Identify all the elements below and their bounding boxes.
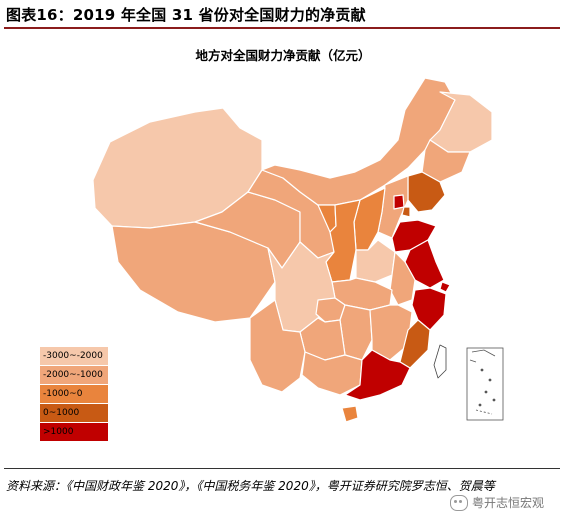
province-jilin [421, 139, 471, 183]
legend-item: -1000~0 [40, 385, 108, 404]
source-note: 资料来源：《中国财政年鉴 2020》，《中国税务年鉴 2020》，粤开证券研究院… [6, 479, 495, 493]
province-hainan [341, 405, 359, 423]
province-guangdong [344, 349, 411, 401]
province-zhejiang [411, 287, 447, 331]
province-shanghai [439, 281, 451, 293]
legend-item: -2000~-1000 [40, 366, 108, 385]
figure-title: 图表16：2019 年全国 31 省份对全国财力的净贡献 [6, 6, 366, 24]
source-rule [4, 468, 560, 469]
wechat-icon [450, 494, 468, 511]
province-taiwan [433, 344, 447, 379]
province-guangxi [301, 351, 363, 396]
province-tibet [111, 221, 276, 323]
province-liaoning [407, 171, 446, 213]
legend-item: -3000~-2000 [40, 347, 108, 366]
legend: -3000~-2000 -2000~-1000 -1000~0 0~1000 >1000 [40, 347, 110, 442]
title-rule [4, 27, 560, 29]
legend-item: >1000 [40, 423, 108, 442]
map-title: 地方对全国财力净贡献（亿元） [195, 48, 371, 63]
legend-item: 0~1000 [40, 404, 108, 423]
province-yunnan [249, 299, 306, 393]
province-beijing [393, 194, 405, 210]
province-shandong [391, 219, 437, 253]
south-china-sea-inset [466, 347, 504, 421]
province-tianjin [401, 206, 411, 218]
watermark: 粤开志恒宏观 [450, 494, 544, 511]
watermark-text: 粤开志恒宏观 [472, 496, 545, 510]
